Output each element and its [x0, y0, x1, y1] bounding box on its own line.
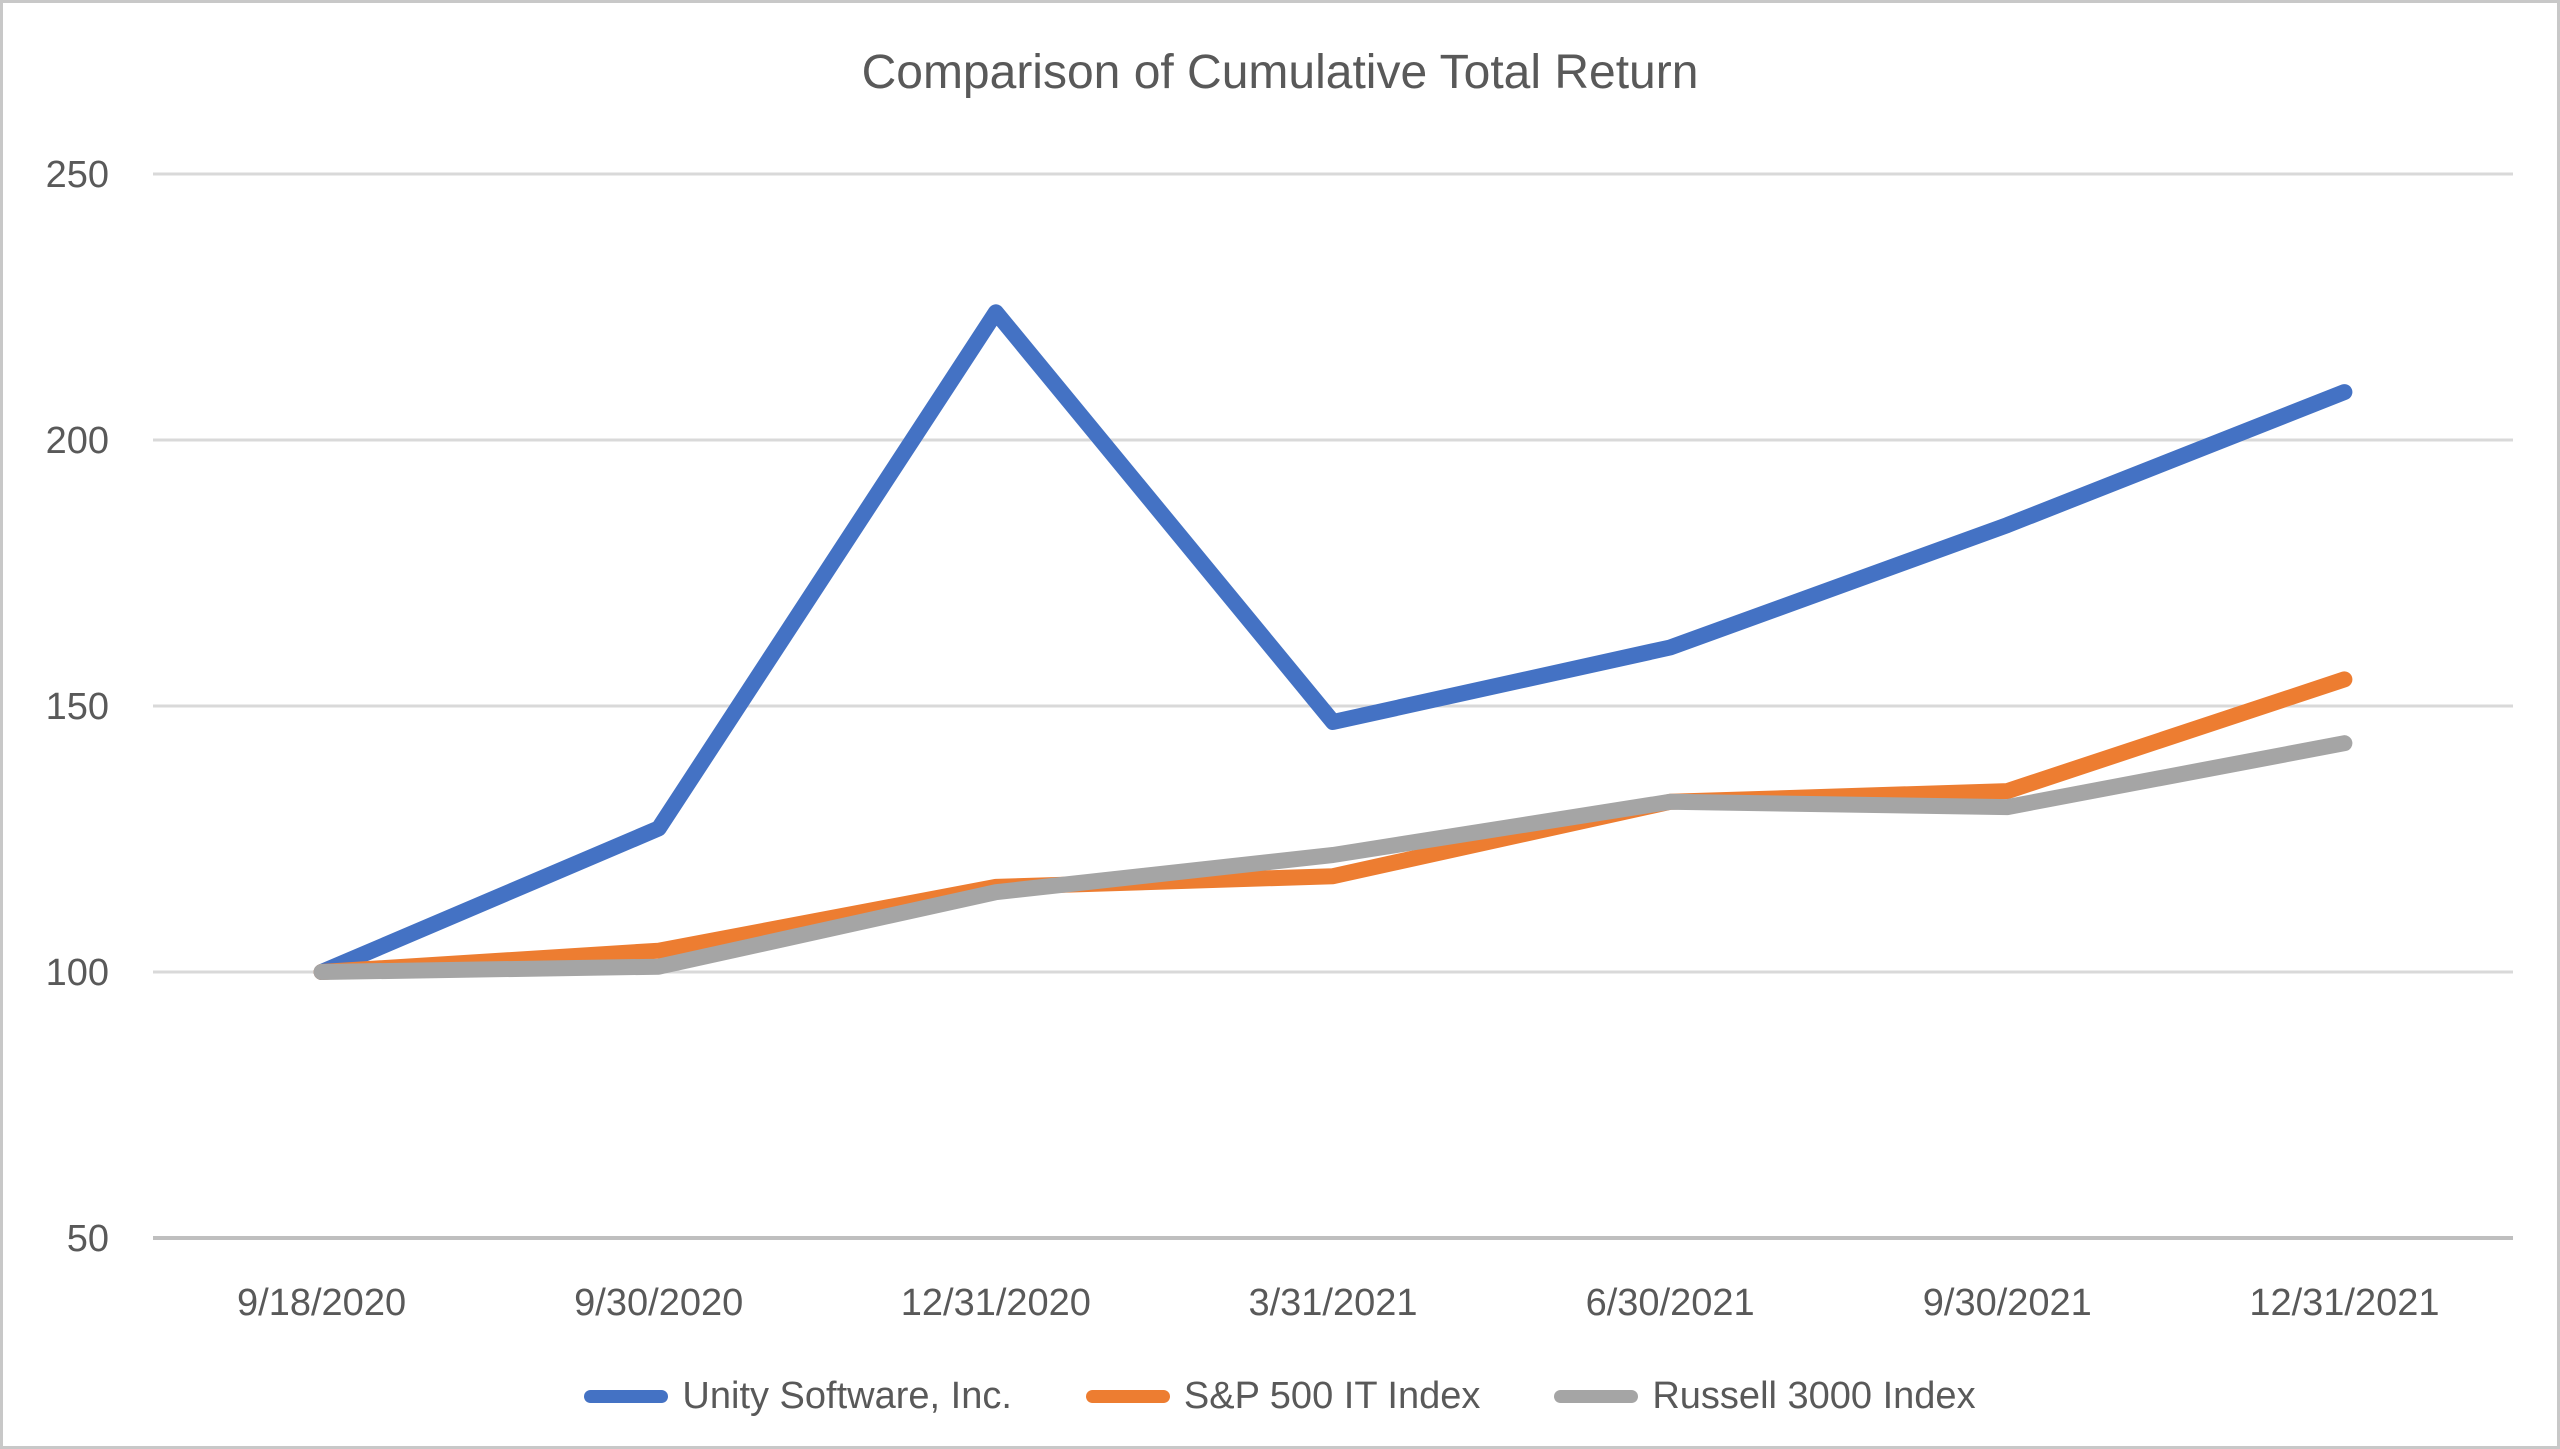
x-axis-tick-label: 12/31/2020 — [901, 1282, 1091, 1324]
legend-line-swatch — [1085, 1390, 1170, 1403]
legend-label: Russell 3000 Index — [1652, 1375, 1976, 1417]
legend-label: S&P 500 IT Index — [1183, 1375, 1481, 1417]
x-axis-tick-label: 9/30/2021 — [1923, 1282, 2092, 1324]
legend-line-swatch — [584, 1390, 669, 1403]
series-line-2 — [313, 735, 2353, 980]
legend-item-2: Russell 3000 Index — [1554, 1375, 1976, 1418]
x-axis-tick-label: 9/30/2020 — [574, 1282, 743, 1324]
line-chart-plot-area: 250 200 150 100 50 9/18/2020 9/30/2020 12/31/20… — [46, 154, 2513, 1324]
legend-item-1: S&P 500 IT Index — [1085, 1375, 1481, 1418]
y-axis-tick-label: 250 — [46, 154, 109, 196]
chart-legend: Unity Software, Inc. S&P 500 IT Index Russ… — [3, 1375, 2557, 1418]
x-axis-tick-label: 12/31/2021 — [2249, 1282, 2439, 1324]
legend-label: Unity Software, Inc. — [682, 1375, 1012, 1417]
y-axis-tick-label: 200 — [46, 420, 109, 462]
legend-item-0: Unity Software, Inc. — [584, 1375, 1012, 1418]
y-axis-tick-label: 50 — [67, 1218, 109, 1260]
y-axis-tick-label: 150 — [46, 686, 109, 728]
y-axis-tick-label: 100 — [46, 952, 109, 994]
x-axis-tick-label: 9/18/2020 — [237, 1282, 406, 1324]
series-line-1 — [313, 671, 2353, 980]
x-axis-tick-label: 6/30/2021 — [1586, 1282, 1755, 1324]
legend-line-swatch — [1554, 1390, 1639, 1403]
x-axis-tick-label: 3/31/2021 — [1248, 1282, 1417, 1324]
series-line-0 — [313, 304, 2353, 980]
chart-title: Comparison of Cumulative Total Return — [861, 46, 1699, 99]
